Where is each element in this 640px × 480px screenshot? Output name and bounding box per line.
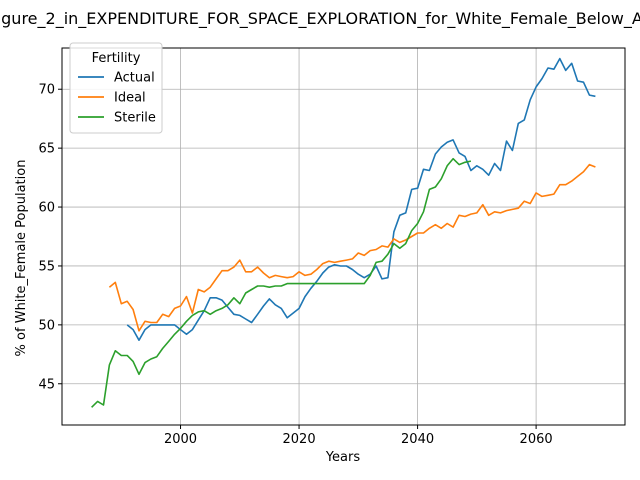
x-tick-label: 2020 [283,432,316,447]
series-line-sterile [91,157,472,408]
grid-lines [62,48,625,425]
y-tick-label: 70 [38,83,55,98]
legend-label-ideal: Ideal [114,91,146,106]
legend-box [69,42,163,134]
legend-entries: Actual Ideal Sterile [78,71,156,126]
x-axis-label: Years [325,450,361,465]
series-lines [91,57,596,408]
chart-title: Figure_2_in_EXPENDITURE_FOR_SPACE_EXPLOR… [0,9,640,29]
series-line-ideal [108,163,596,332]
y-axis-label: % of White_Female Population [14,160,29,357]
x-tick-label: 2060 [520,432,553,447]
legend: Fertility Actual Ideal Sterile [69,42,163,134]
x-tick-label: 2040 [401,432,434,447]
legend-label-sterile: Sterile [114,111,156,126]
series-line-actual [126,57,596,342]
y-tick-label: 60 [38,201,55,216]
legend-label-actual: Actual [114,71,155,86]
y-tick-label: 55 [38,259,55,274]
x-tick-label: 2000 [164,432,197,447]
y-axis-ticks: 45 50 55 60 65 70 [38,83,62,392]
y-tick-label: 65 [38,142,55,157]
legend-title: Fertility [92,51,141,66]
plot-frame [61,47,626,426]
y-tick-label: 50 [38,318,55,333]
x-axis-ticks: 2000 2020 2040 2060 [164,425,553,447]
y-tick-label: 45 [38,377,55,392]
